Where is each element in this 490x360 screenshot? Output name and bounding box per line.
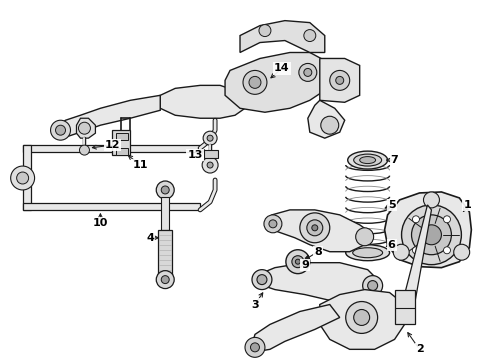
Circle shape [321,116,339,134]
Text: 8: 8 [314,247,321,257]
Circle shape [356,228,374,246]
Polygon shape [116,133,128,140]
Circle shape [243,71,267,94]
Text: 2: 2 [416,345,423,354]
Circle shape [330,71,350,90]
Circle shape [161,276,169,284]
Ellipse shape [348,151,388,169]
Circle shape [307,220,323,236]
Ellipse shape [354,154,382,166]
Circle shape [304,30,316,41]
Circle shape [207,135,213,141]
Polygon shape [270,210,369,252]
Circle shape [161,186,169,194]
Text: 6: 6 [388,240,395,250]
Text: 7: 7 [391,155,398,165]
Text: 5: 5 [388,200,395,210]
Text: 11: 11 [133,160,148,170]
Polygon shape [160,85,245,118]
Circle shape [17,172,28,184]
Text: 3: 3 [251,300,259,310]
Text: 4: 4 [147,233,154,243]
Text: 1: 1 [464,200,471,210]
Ellipse shape [360,157,376,163]
Polygon shape [320,58,360,102]
Circle shape [336,76,343,84]
Circle shape [79,145,90,155]
Polygon shape [394,289,415,324]
Circle shape [393,244,409,260]
Circle shape [250,343,260,352]
Circle shape [363,276,383,296]
Text: 14: 14 [274,63,290,73]
Circle shape [354,310,369,325]
Circle shape [264,215,282,233]
Circle shape [55,125,66,135]
Circle shape [259,24,271,37]
Text: 12: 12 [105,140,120,150]
Polygon shape [158,230,172,275]
Polygon shape [240,21,325,53]
Circle shape [257,275,267,285]
Circle shape [299,63,317,81]
Circle shape [423,192,440,208]
Circle shape [401,205,462,265]
Circle shape [203,131,217,145]
Circle shape [11,166,35,190]
Polygon shape [320,289,405,349]
Polygon shape [76,118,96,138]
Ellipse shape [346,245,390,261]
Polygon shape [23,145,30,210]
Circle shape [269,220,277,228]
Polygon shape [23,145,200,152]
Circle shape [292,256,304,268]
Circle shape [300,213,330,243]
Circle shape [312,225,318,231]
Circle shape [295,259,300,264]
Circle shape [443,247,450,254]
Text: 9: 9 [301,260,309,270]
Circle shape [368,280,378,291]
Circle shape [412,215,451,255]
Circle shape [286,250,310,274]
Polygon shape [112,130,130,155]
Polygon shape [258,263,378,302]
Polygon shape [161,197,169,230]
Circle shape [78,122,91,134]
Circle shape [421,225,441,245]
Circle shape [156,181,174,199]
Circle shape [304,68,312,76]
Text: 13: 13 [188,150,203,160]
Text: 10: 10 [93,218,108,228]
Circle shape [249,76,261,88]
Polygon shape [397,205,432,305]
Circle shape [454,244,470,260]
Circle shape [346,302,378,333]
Circle shape [50,120,71,140]
Circle shape [202,157,218,173]
Circle shape [443,216,450,223]
Circle shape [413,247,419,254]
Polygon shape [58,95,160,137]
Polygon shape [23,203,200,210]
Ellipse shape [353,248,383,258]
Circle shape [207,162,213,168]
Polygon shape [308,100,345,138]
Circle shape [245,337,265,357]
Polygon shape [225,53,330,112]
Polygon shape [385,192,471,268]
Circle shape [252,270,272,289]
Circle shape [156,271,174,289]
Polygon shape [116,148,128,155]
Polygon shape [252,305,340,351]
Circle shape [413,216,419,223]
Polygon shape [204,150,218,158]
